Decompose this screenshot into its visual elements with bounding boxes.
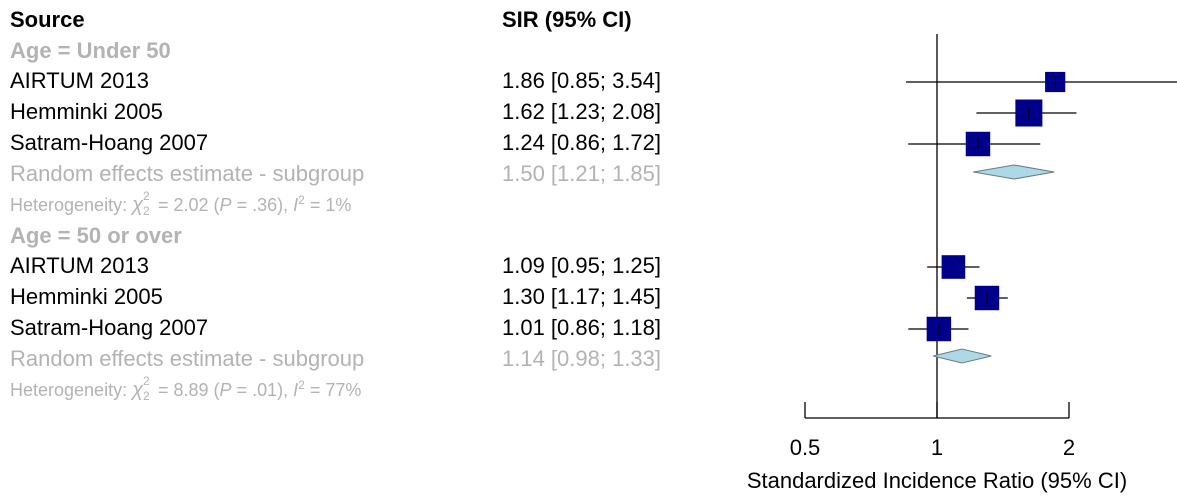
pooled-estimate-diamond	[933, 348, 992, 364]
sir-column-header: SIR (95% CI)	[502, 7, 632, 32]
study-ci-text: 1.86 [0.85; 3.54]	[502, 68, 662, 93]
x-axis-tick-label: 0.5	[790, 435, 821, 460]
x-axis-tick-label: 1	[931, 435, 943, 460]
pooled-estimate-diamond	[973, 164, 1055, 180]
x-axis-title: Standardized Incidence Ratio (95% CI)	[747, 468, 1127, 493]
study-ci-text: 1.24 [0.86; 1.72]	[502, 130, 662, 155]
pooled-estimate-ci-text: 1.50 [1.21; 1.85]	[502, 161, 662, 186]
x-axis-tick-label: 2	[1063, 435, 1075, 460]
study-ci-text: 1.62 [1.23; 2.08]	[502, 99, 662, 124]
study-name: Satram-Hoang 2007	[10, 130, 209, 155]
study-name: AIRTUM 2013	[10, 68, 149, 93]
study-ci-text: 1.09 [0.95; 1.25]	[502, 253, 662, 278]
pooled-estimate-label: Random effects estimate - subgroup	[10, 346, 365, 371]
study-name: Satram-Hoang 2007	[10, 315, 209, 340]
study-ci-text: 1.30 [1.17; 1.45]	[502, 284, 662, 309]
pooled-estimate-label: Random effects estimate - subgroup	[10, 161, 365, 186]
study-name: Hemminki 2005	[10, 284, 163, 309]
subgroup-label: Age = Under 50	[10, 38, 171, 63]
subgroup-label: Age = 50 or over	[10, 223, 182, 248]
study-name: AIRTUM 2013	[10, 253, 149, 278]
study-ci-text: 1.01 [0.86; 1.18]	[502, 315, 662, 340]
source-column-header: Source	[10, 7, 85, 32]
study-name: Hemminki 2005	[10, 99, 163, 124]
pooled-estimate-ci-text: 1.14 [0.98; 1.33]	[502, 346, 662, 371]
